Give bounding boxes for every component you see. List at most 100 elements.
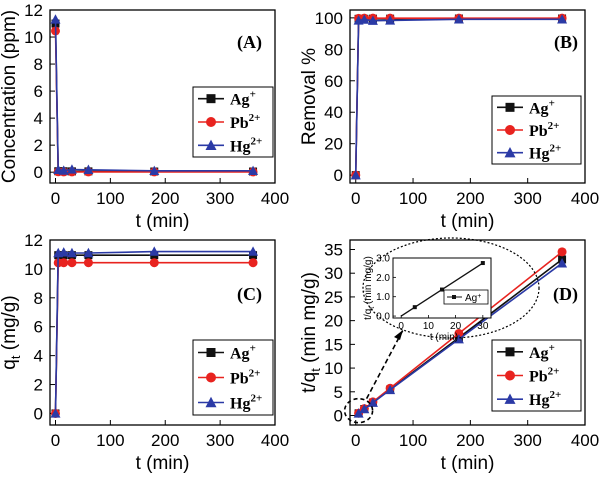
- inset-data-point: [440, 287, 444, 292]
- legend: Ag+ Pb2+ Hg2+: [491, 339, 582, 412]
- y-axis-title: Concentration (ppm): [0, 10, 20, 183]
- x-tick-label: 300: [206, 431, 234, 450]
- y-tick-label: 35: [324, 240, 343, 259]
- x-tick-label: 300: [513, 189, 541, 208]
- x-tick-label: 100: [96, 189, 124, 208]
- plot-frame: [49, 239, 276, 426]
- plot-frame: [349, 239, 586, 426]
- data-point-hg2: [385, 384, 396, 395]
- origin-highlight-ellipse: [343, 397, 374, 424]
- data-point-hg2: [350, 169, 361, 180]
- data-point-hg2: [58, 247, 69, 257]
- y-tick-label: 2: [34, 136, 43, 155]
- x-tick-label: 0: [51, 189, 60, 208]
- x-tick-label: 100: [399, 431, 427, 450]
- y-tick-label: 10: [24, 260, 43, 279]
- x-tick-label: 200: [456, 189, 484, 208]
- legend: Ag+ Pb2+ Hg2+: [192, 86, 274, 158]
- inset-x-tick-label: 20: [450, 321, 462, 332]
- y-tick-label: 25: [324, 288, 343, 307]
- y-tick-label: 100: [315, 9, 343, 28]
- data-point-hg2: [359, 14, 370, 24]
- legend-label: Hg2+: [230, 135, 262, 155]
- y-axis-title: Removal %: [299, 48, 320, 145]
- data-point-hg2: [83, 247, 94, 258]
- data-point-hg2: [453, 14, 464, 24]
- y-tick-label: 4: [34, 347, 43, 366]
- x-axis-title: t (min): [441, 211, 495, 232]
- legend-marker: [505, 347, 515, 357]
- x-tick-label: 0: [351, 189, 360, 208]
- x-tick-label: 200: [456, 431, 484, 450]
- y-tick-label: 10: [24, 28, 43, 47]
- data-point-hg2: [367, 397, 378, 407]
- panel-label: (C): [237, 284, 262, 305]
- legend-marker: [505, 125, 515, 135]
- x-axis-title: t (min): [136, 453, 190, 474]
- legend-marker: [205, 396, 217, 408]
- x-tick-label: 400: [571, 189, 599, 208]
- data-point-hg2: [58, 165, 69, 175]
- x-tick-label: 200: [151, 189, 179, 208]
- plot-frame: [349, 9, 586, 184]
- legend: Ag+ Pb2+ Hg2+: [491, 95, 582, 165]
- inset-legend-label: Ag+: [465, 293, 481, 304]
- data-point-hg2: [66, 164, 77, 174]
- data-point-pb2: [67, 258, 77, 268]
- inset-y-tick-label: 3.0: [376, 254, 390, 265]
- legend-label: Hg2+: [529, 143, 561, 163]
- data-point-hg2: [248, 246, 259, 256]
- legend: Ag+ Pb2+ Hg2+: [192, 339, 274, 416]
- x-tick-label: 400: [571, 431, 599, 450]
- data-point-pb2: [83, 258, 93, 268]
- y-tick-label: 30: [324, 264, 343, 283]
- data-point-hg2: [66, 247, 77, 258]
- x-tick-label: 200: [151, 431, 179, 450]
- x-tick-label: 400: [261, 431, 289, 450]
- y-tick-label: 40: [324, 103, 343, 122]
- y-tick-label: 10: [324, 359, 343, 378]
- data-point-hg2: [353, 408, 364, 418]
- legend-marker: [505, 102, 515, 112]
- panel-c: 0 100 200 300 400 0 2 4 6 8 10 12 t (min) qt (mg/g) (C…: [0, 231, 289, 474]
- x-tick-label: 100: [96, 431, 124, 450]
- data-point-hg2: [248, 165, 259, 176]
- legend-marker: [205, 139, 217, 151]
- panel-b: 0 100 200 300 400 0 20 40 60 80 100 t (min) Removal …: [299, 9, 599, 232]
- data-point-hg2: [367, 15, 378, 25]
- legend-label: Ag+: [529, 97, 555, 117]
- data-point-hg2: [385, 15, 396, 25]
- y-axis-title: qt (mg/g): [0, 295, 23, 369]
- data-point-hg2: [50, 14, 61, 24]
- inset-x-axis-title: t (min): [430, 332, 458, 343]
- legend-label: Ag+: [529, 342, 555, 362]
- y-tick-label: 20: [324, 312, 343, 331]
- plot-frame: [49, 9, 276, 184]
- legend-label: Pb2+: [529, 366, 559, 386]
- x-tick-label: 0: [351, 431, 360, 450]
- inset-data-point: [480, 261, 485, 266]
- legend-marker: [206, 348, 216, 357]
- data-point-hg2: [149, 246, 160, 256]
- data-point-hg2: [453, 333, 464, 344]
- inset-y-axis-title: t/qt (min mg/g): [363, 256, 376, 320]
- y-tick-label: 60: [324, 72, 343, 91]
- y-tick-label: 15: [324, 335, 343, 354]
- x-axis-title: t (min): [441, 453, 495, 474]
- legend-marker: [504, 146, 516, 158]
- legend-label: Ag+: [230, 343, 256, 363]
- data-point-hg2: [149, 165, 160, 176]
- x-axis-title: t (min): [136, 211, 190, 232]
- y-tick-label: 20: [324, 135, 343, 154]
- inset-x-tick-label: 30: [477, 321, 489, 332]
- data-point-pb2: [149, 258, 159, 268]
- inset-x-tick-label: 10: [423, 321, 435, 332]
- legend-marker: [505, 370, 515, 381]
- legend-label: Pb2+: [529, 120, 559, 140]
- y-tick-label: 4: [34, 109, 43, 128]
- x-tick-label: 300: [206, 189, 234, 208]
- data-point-hg2: [557, 14, 568, 24]
- y-tick-label: 0: [34, 404, 43, 423]
- legend-marker: [206, 372, 216, 383]
